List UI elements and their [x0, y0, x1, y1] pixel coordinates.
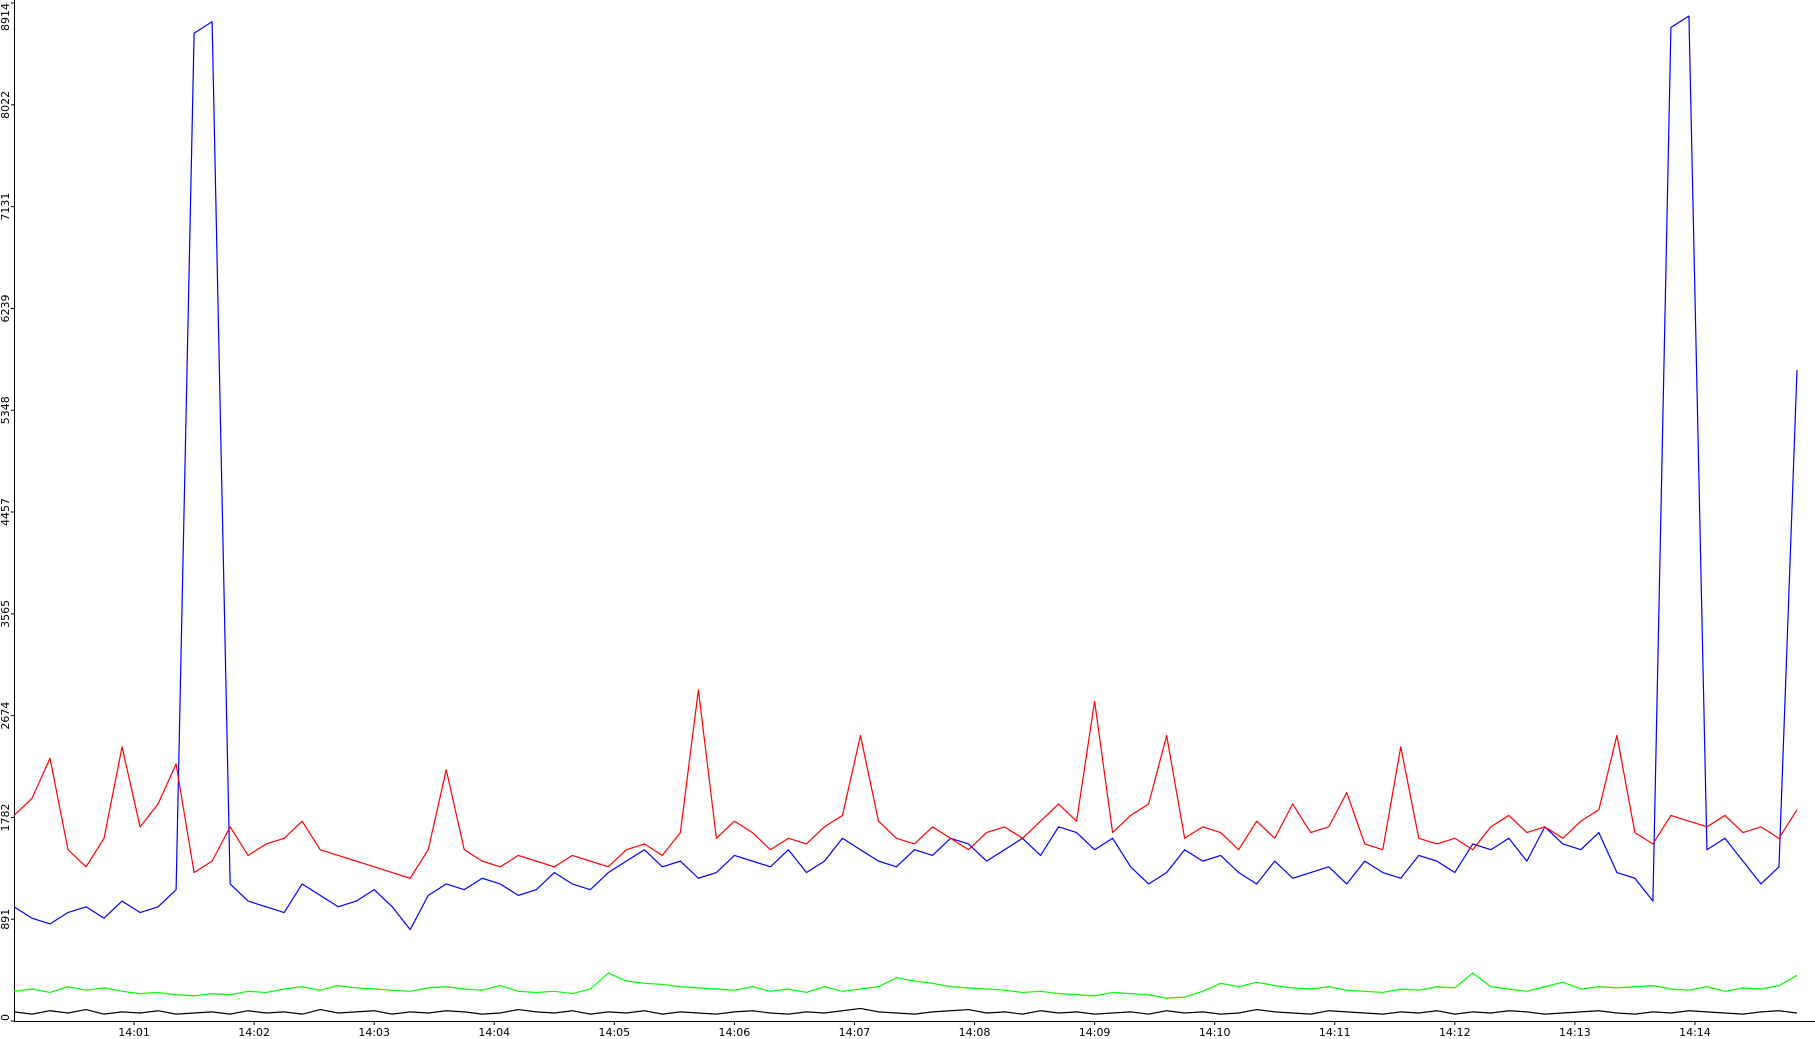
y-tick-label: 8914 — [0, 3, 12, 31]
x-tick-label: 14:12 — [1439, 1026, 1471, 1039]
x-tick-label: 14:06 — [719, 1026, 751, 1039]
x-tick-label: 14:08 — [959, 1026, 991, 1039]
y-tick-label: 8022 — [0, 91, 12, 119]
x-tick-label: 14:05 — [598, 1026, 630, 1039]
x-tick-label: 14:13 — [1559, 1026, 1591, 1039]
x-tick-label: 14:10 — [1199, 1026, 1231, 1039]
x-tick-label: 14:04 — [478, 1026, 510, 1039]
x-tick-label: 14:01 — [118, 1026, 150, 1039]
y-tick-label: 2674 — [0, 702, 12, 730]
y-tick-label: 0 — [0, 1014, 12, 1021]
series-line — [13, 1007, 1798, 1015]
y-tick-label: 5348 — [0, 396, 12, 424]
x-tick-label: 14:07 — [839, 1026, 871, 1039]
y-tick-label: 4457 — [0, 498, 12, 526]
series-line — [13, 972, 1798, 999]
x-tick-label: 14:11 — [1319, 1026, 1351, 1039]
x-tick-label: 14:03 — [358, 1026, 390, 1039]
series-line — [13, 689, 1798, 879]
y-tick-label: 1782 — [0, 803, 12, 831]
x-tick-label: 14:14 — [1679, 1026, 1711, 1039]
y-tick-label: 3565 — [0, 600, 12, 628]
y-tick-label: 6239 — [0, 294, 12, 322]
x-tick-label: 14:09 — [1079, 1026, 1111, 1039]
y-tick-label: 7131 — [0, 193, 12, 221]
y-tick-label: 891 — [0, 909, 12, 930]
x-tick-label: 14:02 — [238, 1026, 270, 1039]
series-line — [13, 15, 1798, 931]
